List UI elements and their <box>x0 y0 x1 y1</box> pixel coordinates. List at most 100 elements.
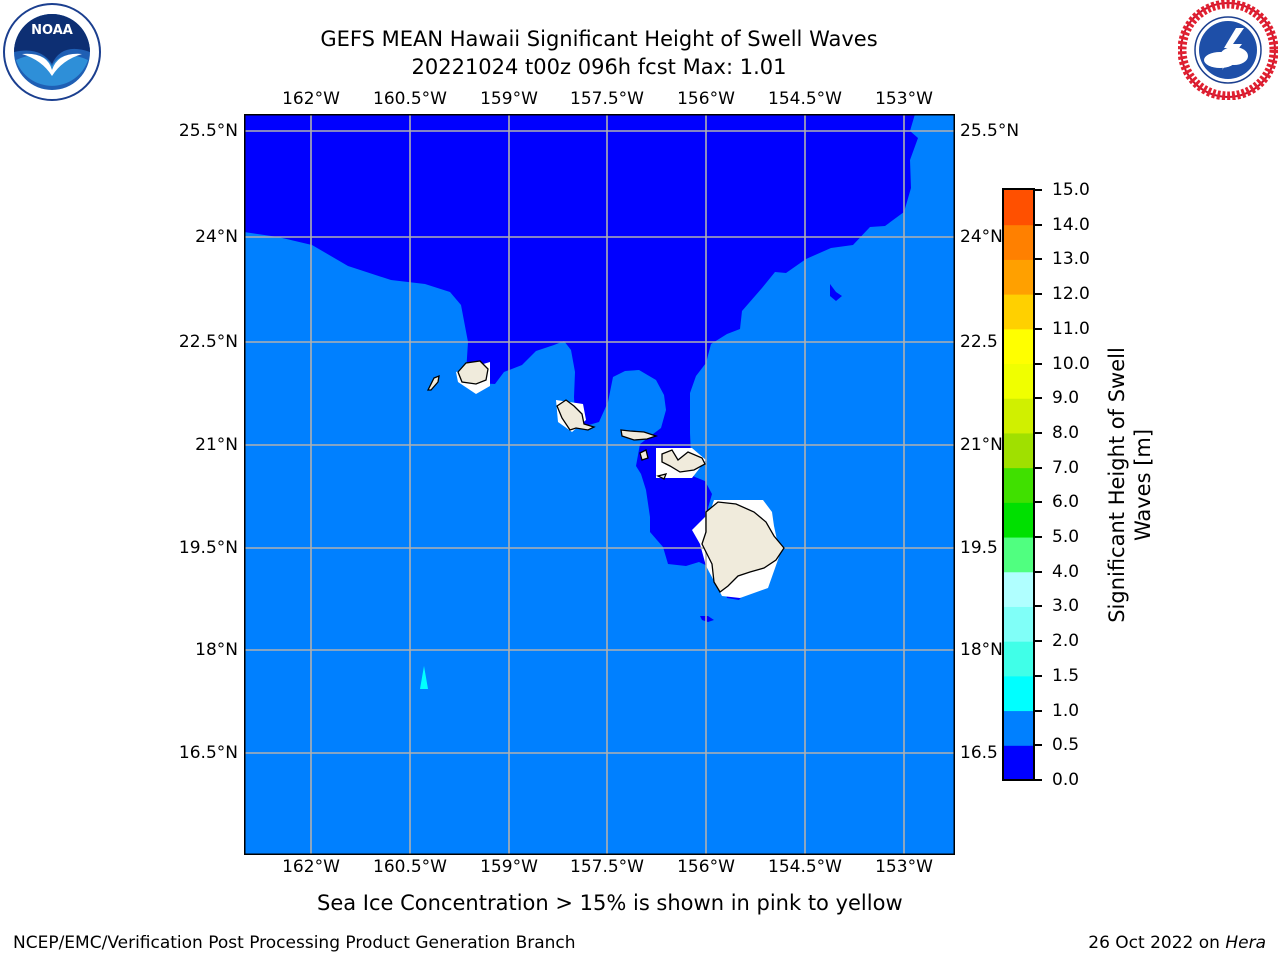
colorbar-tick-label: 11.0 <box>1052 318 1090 339</box>
colorbar-segment <box>1004 537 1034 573</box>
lon-label-bottom: 156°W <box>677 857 735 877</box>
lon-label-top: 157.5°W <box>570 89 644 109</box>
colorbar-tick-label: 7.0 <box>1052 457 1080 478</box>
colorbar-segment <box>1004 675 1034 712</box>
colorbar-tick-label: 5.0 <box>1052 527 1080 548</box>
lat-label-right: 16.5 <box>960 743 998 763</box>
lat-label-left: 16.5°N <box>178 743 238 763</box>
colorbar-tick-mark <box>1034 293 1042 296</box>
colorbar-segment <box>1004 432 1034 469</box>
colorbar-tick-label: 12.0 <box>1052 284 1090 305</box>
lat-label-right: 25.5°N <box>960 121 1020 141</box>
swell-field-0-0.5 <box>244 114 918 600</box>
colorbar-segment <box>1004 294 1034 330</box>
lon-label-bottom: 154.5°W <box>768 857 842 877</box>
colorbar-segment <box>1004 641 1034 677</box>
colorbar-tick-mark <box>1034 466 1042 469</box>
island-niihau <box>426 374 440 391</box>
colorbar <box>1002 188 1035 781</box>
island-oahu <box>556 399 596 431</box>
colorbar-tick-mark <box>1034 431 1042 434</box>
lat-label-right: 21°N <box>960 435 1003 455</box>
colorbar-tick-label: 2.0 <box>1052 631 1080 652</box>
lat-label-right: 19.5 <box>960 538 998 558</box>
island-kauai <box>457 360 489 385</box>
colorbar-segment <box>1004 467 1034 503</box>
island-maui <box>661 449 706 473</box>
colorbar-tick-mark <box>1034 536 1042 539</box>
lat-label-left: 21°N <box>195 435 238 455</box>
colorbar-tick-mark <box>1034 674 1042 677</box>
lat-label-left: 25.5°N <box>178 121 238 141</box>
colorbar-title: Significant Height of Swell Waves [m] <box>1105 347 1155 623</box>
colorbar-tick-mark <box>1034 779 1042 781</box>
lon-label-top: 154.5°W <box>768 89 842 109</box>
island-molokai <box>620 429 659 441</box>
lon-label-top: 153°W <box>875 89 933 109</box>
colorbar-tick-label: 4.0 <box>1052 561 1080 582</box>
colorbar-tick-label: 0.0 <box>1052 770 1080 790</box>
island-kahoolawe <box>656 473 668 480</box>
colorbar-tick-label: 8.0 <box>1052 422 1080 443</box>
lat-label-left: 19.5°N <box>178 538 238 558</box>
footer-date-text: 26 Oct 2022 on <box>1088 933 1226 953</box>
footer-branch: NCEP/EMC/Verification Post Processing Pr… <box>13 933 576 953</box>
colorbar-tick-label: 15.0 <box>1052 180 1090 200</box>
island-lanai <box>639 449 649 461</box>
colorbar-frame <box>1002 188 1035 781</box>
colorbar-tick-mark <box>1034 709 1042 712</box>
lon-label-top: 160.5°W <box>373 89 447 109</box>
colorbar-tick-mark <box>1034 327 1042 330</box>
map-plot <box>244 114 955 855</box>
nws-logo-icon <box>1178 0 1278 100</box>
colorbar-tick-mark <box>1034 605 1042 608</box>
lat-label-left: 24°N <box>195 227 238 247</box>
colorbar-segment <box>1004 363 1034 399</box>
colorbar-segment <box>1004 571 1034 607</box>
graticule <box>244 114 955 855</box>
colorbar-tick-label: 10.0 <box>1052 353 1090 374</box>
noaa-logo-icon: NOAA <box>3 3 101 101</box>
colorbar-tick-mark <box>1034 501 1042 504</box>
colorbar-tick-mark <box>1034 397 1042 400</box>
lon-label-bottom: 153°W <box>875 857 933 877</box>
colorbar-tick-label: 13.0 <box>1052 249 1090 270</box>
chart-title: GEFS MEAN Hawaii Significant Height of S… <box>320 27 878 51</box>
colorbar-tick-mark <box>1034 258 1042 261</box>
island-hawaii <box>701 501 785 593</box>
lon-label-bottom: 159°W <box>480 857 538 877</box>
colorbar-tick-label: 1.5 <box>1052 665 1080 686</box>
lat-label-right: 18°N <box>960 640 1003 660</box>
colorbar-tick-mark <box>1034 189 1042 191</box>
swell-field-1.0-1.5 <box>420 666 428 689</box>
lat-label-right: 24°N <box>960 227 1003 247</box>
colorbar-tick-label: 1.0 <box>1052 700 1080 721</box>
colorbar-tick-mark <box>1034 362 1042 365</box>
lat-label-left: 22.5°N <box>178 332 238 352</box>
colorbar-tick-label: 14.0 <box>1052 214 1090 235</box>
colorbar-tick-label: 0.5 <box>1052 735 1080 756</box>
colorbar-tick-mark <box>1034 640 1042 643</box>
lon-label-top: 159°W <box>480 89 538 109</box>
colorbar-tick-mark <box>1034 570 1042 573</box>
chart-subtitle: 20221024 t00z 096h fcst Max: 1.01 <box>411 55 787 79</box>
islands <box>426 360 785 593</box>
colorbar-tick-label: 9.0 <box>1052 388 1080 409</box>
colorbar-segment <box>1004 190 1034 226</box>
colorbar-segment <box>1004 224 1034 260</box>
lat-label-right: 22.5 <box>960 332 998 352</box>
colorbar-segment <box>1004 606 1034 642</box>
lon-label-top: 162°W <box>282 89 340 109</box>
footer-host: Hera <box>1225 933 1266 953</box>
colorbar-segment <box>1004 502 1034 538</box>
sea-ice-caption: Sea Ice Concentration > 15% is shown in … <box>317 891 903 915</box>
colorbar-tick-mark <box>1034 744 1042 747</box>
noaa-logo-text: NOAA <box>31 23 73 38</box>
colorbar-tick-label: 3.0 <box>1052 596 1080 617</box>
colorbar-segment <box>1004 710 1034 746</box>
colorbar-tick-mark <box>1034 223 1042 226</box>
colorbar-tick-label: 6.0 <box>1052 492 1080 513</box>
lat-label-left: 18°N <box>195 640 238 660</box>
lon-label-top: 156°W <box>677 89 735 109</box>
lon-label-bottom: 162°W <box>282 857 340 877</box>
